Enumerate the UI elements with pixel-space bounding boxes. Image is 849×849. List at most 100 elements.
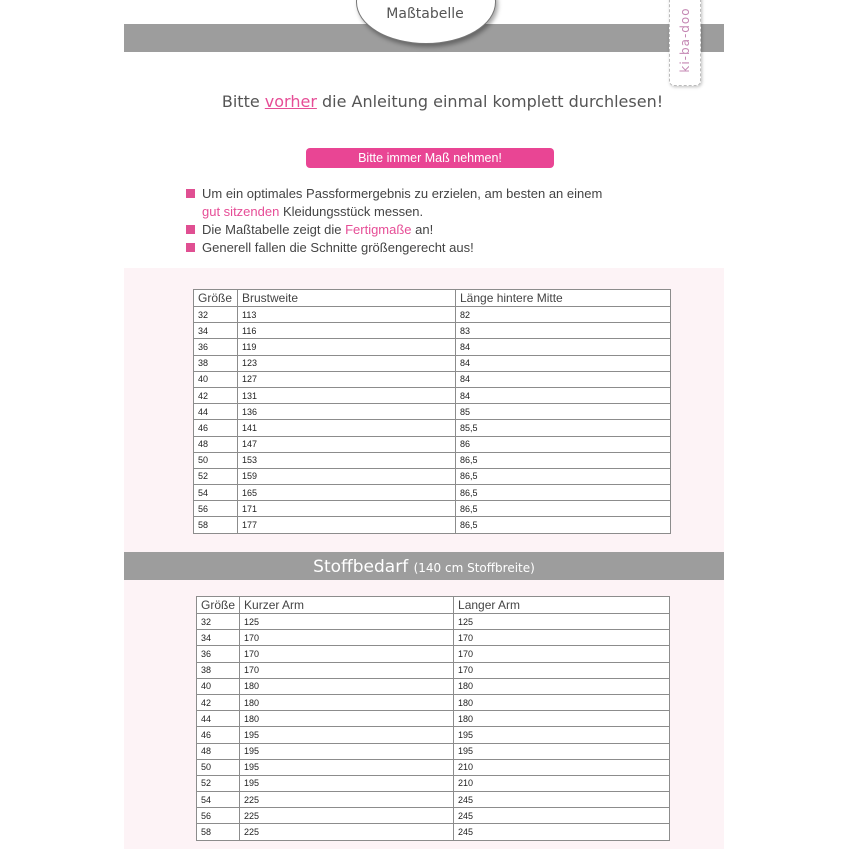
table-cell: 165 bbox=[237, 484, 456, 502]
table-cell: 147 bbox=[237, 435, 456, 453]
table-cell: 84 bbox=[455, 386, 671, 405]
table-cell: 245 bbox=[453, 807, 670, 825]
bullet-square-icon bbox=[186, 189, 195, 198]
table-row: 44 180 180 bbox=[195, 710, 670, 728]
table-cell: 46 bbox=[193, 419, 238, 437]
table-row: 48 195 195 bbox=[195, 742, 670, 760]
table-cell: 85 bbox=[455, 403, 671, 421]
table-row: 42 180 180 bbox=[195, 693, 670, 712]
table-cell: 52 bbox=[195, 774, 241, 793]
table-cell: 170 bbox=[239, 661, 455, 679]
table-cell: 195 bbox=[239, 726, 455, 744]
table-row: 54 225 245 bbox=[195, 791, 670, 809]
fabric-table: Größe Kurzer Arm Langer Arm 32 125 125 34 170 17… bbox=[195, 596, 670, 841]
table-row: 56 171 86,5 bbox=[193, 500, 671, 518]
table-cell: 210 bbox=[453, 774, 670, 793]
table-cell: 56 bbox=[195, 807, 241, 825]
column-header: Langer Arm bbox=[453, 596, 670, 614]
table-cell: 50 bbox=[195, 758, 241, 776]
bullet-square-icon bbox=[186, 243, 195, 252]
table-cell: 44 bbox=[195, 710, 241, 728]
size-table: Größe Brustweite Länge hintere Mitte 32 113 8… bbox=[193, 289, 671, 534]
table-cell: 86,5 bbox=[455, 467, 671, 486]
bullet-highlight: gut sitzenden bbox=[202, 204, 280, 219]
table-cell: 180 bbox=[453, 710, 670, 728]
table-cell: 32 bbox=[193, 305, 238, 324]
table-cell: 195 bbox=[239, 774, 455, 793]
table-row: 58 177 86,5 bbox=[193, 516, 671, 534]
table-row: 36 119 84 bbox=[193, 338, 671, 356]
intro-highlight: vorher bbox=[264, 92, 317, 111]
table-row: 56 225 245 bbox=[195, 807, 670, 825]
table-cell: 170 bbox=[239, 629, 455, 647]
table-row: 50 195 210 bbox=[195, 758, 670, 776]
table-cell: 170 bbox=[453, 629, 670, 647]
column-header: Länge hintere Mitte bbox=[455, 289, 671, 307]
table-row: 34 170 170 bbox=[195, 629, 670, 647]
table-cell: 58 bbox=[193, 516, 238, 534]
table-row: 44 136 85 bbox=[193, 403, 671, 421]
bullet-square-icon bbox=[186, 225, 195, 234]
notice-banner: Bitte immer Maß nehmen! bbox=[306, 148, 554, 168]
bullet-text: Die Maßtabelle zeigt die bbox=[202, 222, 346, 237]
table-cell: 36 bbox=[193, 338, 238, 356]
bullet-item: Um ein optimales Passformergebnis zu erz… bbox=[186, 185, 602, 221]
table-cell: 170 bbox=[453, 661, 670, 679]
bullet-item: Die Maßtabelle zeigt die Fertigmaße an! bbox=[186, 221, 602, 239]
table-cell: 136 bbox=[237, 403, 456, 421]
table-cell: 180 bbox=[453, 677, 670, 695]
table-cell: 153 bbox=[237, 451, 456, 469]
table-row: 38 170 170 bbox=[195, 661, 670, 679]
table-cell: 84 bbox=[455, 354, 671, 372]
table-row: 50 153 86,5 bbox=[193, 451, 671, 469]
table-cell: 225 bbox=[239, 791, 455, 809]
table-cell: 52 bbox=[193, 467, 238, 486]
table-cell: 245 bbox=[453, 791, 670, 809]
table-cell: 86,5 bbox=[455, 484, 671, 502]
table-cell: 125 bbox=[453, 612, 670, 631]
table-row: 32 113 82 bbox=[193, 305, 671, 324]
table-cell: 82 bbox=[455, 305, 671, 324]
table-cell: 180 bbox=[239, 710, 455, 728]
table-cell: 131 bbox=[237, 386, 456, 405]
table-cell: 195 bbox=[453, 726, 670, 744]
table-cell: 86,5 bbox=[455, 451, 671, 469]
brand-logo: ki-ba-doo bbox=[669, 0, 701, 86]
table-cell: 86 bbox=[455, 435, 671, 453]
table-cell: 180 bbox=[239, 693, 455, 712]
table-cell: 56 bbox=[193, 500, 238, 518]
table-cell: 84 bbox=[455, 370, 671, 388]
table-cell: 195 bbox=[239, 742, 455, 760]
column-header: Brustweite bbox=[237, 289, 456, 307]
table-cell: 125 bbox=[239, 612, 455, 631]
table-cell: 42 bbox=[195, 693, 241, 712]
table-row: 46 141 85,5 bbox=[193, 419, 671, 437]
table-row: 40 180 180 bbox=[195, 677, 670, 695]
column-header: Größe bbox=[193, 289, 238, 307]
table-cell: 170 bbox=[453, 645, 670, 663]
table-cell: 177 bbox=[237, 516, 456, 534]
logo-text: ki-ba-doo bbox=[678, 7, 692, 73]
table-cell: 83 bbox=[455, 322, 671, 340]
table-row: 32 125 125 bbox=[195, 612, 670, 631]
table-cell: 180 bbox=[239, 677, 455, 695]
table-row: 42 131 84 bbox=[193, 386, 671, 405]
table-cell: 113 bbox=[237, 305, 456, 324]
table-cell: 46 bbox=[195, 726, 241, 744]
table-row: 40 127 84 bbox=[193, 370, 671, 388]
table-cell: 36 bbox=[195, 645, 241, 663]
table-cell: 195 bbox=[453, 742, 670, 760]
page-title: Maßtabelle bbox=[386, 6, 464, 22]
table-cell: 44 bbox=[193, 403, 238, 421]
table-cell: 171 bbox=[237, 500, 456, 518]
table-cell: 170 bbox=[239, 645, 455, 663]
table-cell: 40 bbox=[195, 677, 241, 695]
table-row: 58 225 245 bbox=[195, 823, 670, 841]
table-row: 52 195 210 bbox=[195, 774, 670, 793]
table-cell: 225 bbox=[239, 823, 455, 841]
bullet-item: Generell fallen die Schnitte größengerec… bbox=[186, 239, 602, 257]
table-cell: 180 bbox=[453, 693, 670, 712]
table-cell: 119 bbox=[237, 338, 456, 356]
table-cell: 40 bbox=[193, 370, 238, 388]
table-cell: 32 bbox=[195, 612, 241, 631]
